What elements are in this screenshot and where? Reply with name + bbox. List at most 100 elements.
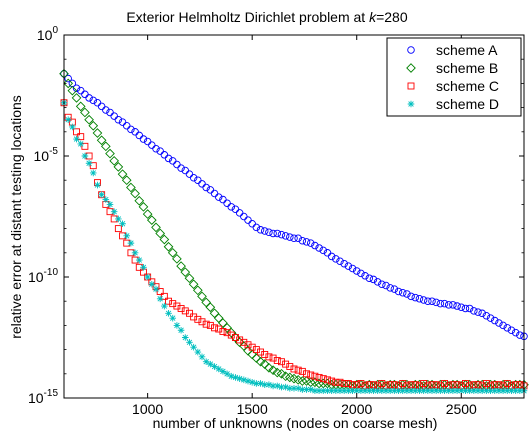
data-point [213, 313, 224, 323]
data-point [319, 387, 327, 395]
data-point [382, 387, 390, 395]
data-point [470, 387, 478, 395]
data-point [294, 366, 302, 374]
data-point [349, 387, 356, 395]
data-point [194, 315, 202, 323]
data-point [437, 387, 444, 395]
legend-label: scheme D [436, 96, 499, 112]
data-point [470, 307, 478, 315]
data-point [181, 307, 189, 315]
data-point [186, 309, 193, 317]
data-point [72, 84, 81, 92]
data-point [340, 387, 348, 395]
data-point [100, 141, 111, 152]
data-point [240, 338, 248, 346]
data-point [102, 106, 110, 114]
data-point [265, 381, 273, 388]
data-point [303, 386, 310, 393]
data-point [449, 387, 457, 395]
data-point [303, 370, 310, 378]
data-point [474, 308, 482, 316]
data-point [462, 387, 469, 395]
data-point [126, 182, 136, 193]
data-point [420, 387, 427, 395]
data-point [227, 331, 235, 339]
data-point [511, 328, 520, 337]
data-point [411, 387, 419, 395]
data-point [84, 114, 94, 125]
data-point [516, 331, 524, 339]
data-point [190, 313, 198, 321]
data-point [81, 90, 89, 99]
data-point [247, 349, 258, 360]
data-point [148, 280, 156, 288]
data-point [465, 304, 474, 313]
data-point [172, 254, 182, 264]
data-point [127, 239, 135, 247]
data-point [202, 183, 210, 192]
data-point [165, 310, 172, 317]
data-point [177, 326, 185, 334]
data-point [223, 370, 231, 378]
data-point [407, 292, 415, 301]
data-point [236, 375, 243, 382]
data-point [483, 387, 490, 395]
data-point [436, 299, 445, 308]
data-point [278, 383, 285, 391]
data-point [340, 259, 348, 268]
y-tick-label: 10-15 [28, 388, 58, 406]
data-point [98, 191, 105, 199]
data-point [235, 209, 244, 217]
data-point [403, 387, 411, 395]
data-point [135, 256, 143, 264]
data-point [361, 272, 369, 280]
data-point [399, 380, 407, 387]
data-point [365, 387, 373, 395]
data-point [89, 169, 97, 177]
legend-marker [406, 63, 416, 73]
data-point [113, 162, 124, 172]
data-point [487, 387, 494, 395]
data-point [386, 387, 394, 395]
data-point [110, 112, 118, 120]
data-point [77, 140, 85, 148]
data-point [399, 387, 407, 395]
data-point [197, 291, 207, 302]
data-point [432, 298, 440, 307]
data-point [269, 382, 277, 390]
data-point [512, 387, 519, 395]
legend-label: scheme A [436, 42, 498, 58]
x-tick-label: 2000 [341, 401, 372, 417]
data-point [277, 230, 286, 239]
y-tick-label: 100 [37, 25, 59, 43]
data-point [202, 358, 210, 365]
data-point [156, 288, 164, 295]
data-point [281, 232, 290, 240]
data-point [302, 238, 311, 246]
data-point [198, 318, 206, 326]
data-point [164, 154, 173, 163]
data-point [227, 203, 236, 211]
data-point [499, 387, 507, 395]
data-point [307, 386, 315, 393]
data-point [336, 387, 344, 395]
data-point [503, 380, 511, 387]
data-point [290, 234, 298, 243]
data-point [236, 336, 244, 344]
data-point [210, 189, 219, 198]
data-point [177, 305, 185, 312]
data-point [130, 188, 140, 199]
data-point [457, 303, 466, 312]
data-point [265, 228, 273, 236]
data-point [474, 387, 482, 395]
data-point [444, 301, 453, 309]
data-point [289, 373, 299, 384]
data-point [240, 376, 248, 384]
data-point [148, 141, 156, 149]
data-point [390, 285, 399, 293]
data-point [265, 353, 273, 361]
data-point [92, 128, 103, 138]
data-point [432, 387, 440, 395]
data-point [161, 302, 168, 310]
data-point [71, 93, 82, 103]
